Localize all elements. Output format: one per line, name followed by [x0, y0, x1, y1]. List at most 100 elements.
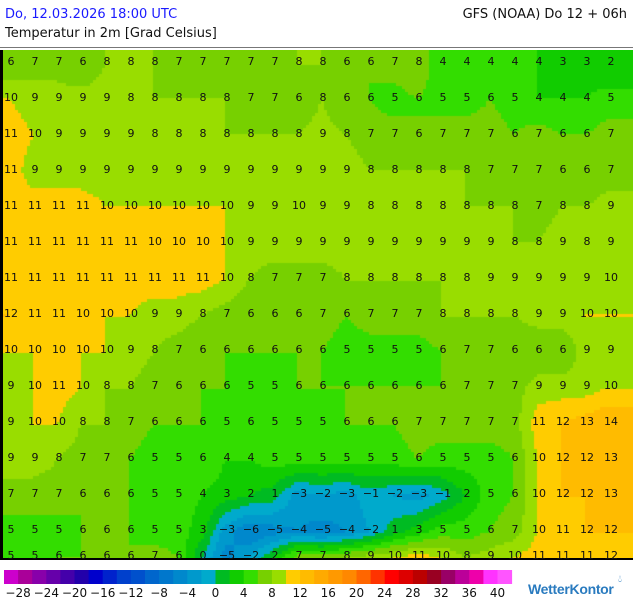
temperature-value: 7 — [464, 415, 471, 428]
temperature-value: 3 — [200, 523, 207, 536]
temperature-value: −5 — [267, 523, 283, 536]
temperature-value: 9 — [296, 235, 303, 248]
temperature-value: 7 — [32, 487, 39, 500]
temperature-value: 7 — [56, 55, 63, 68]
temperature-value: 10 — [28, 127, 42, 140]
temperature-value: 5 — [32, 549, 39, 560]
temperature-value: 6 — [488, 523, 495, 536]
temperature-value: 8 — [344, 127, 351, 140]
temperature-value: 14 — [604, 415, 618, 428]
temperature-value: 8 — [392, 163, 399, 176]
temperature-value: 7 — [128, 415, 135, 428]
temperature-value: 6 — [416, 91, 423, 104]
temperature-value: 8 — [440, 163, 447, 176]
temperature-value: 5 — [320, 415, 327, 428]
temperature-value: 11 — [76, 235, 90, 248]
legend-swatch — [483, 570, 498, 584]
temperature-value: 10 — [124, 199, 138, 212]
temperature-value: 9 — [272, 235, 279, 248]
temperature-value: 7 — [512, 163, 519, 176]
temperature-value: 11 — [556, 549, 570, 560]
temperature-value: 7 — [8, 487, 15, 500]
temperature-value: 3 — [584, 55, 591, 68]
temperature-value: 6 — [176, 379, 183, 392]
temperature-value: 9 — [296, 163, 303, 176]
temperature-value: 10 — [100, 199, 114, 212]
temperature-value: 5 — [32, 523, 39, 536]
legend-swatch — [4, 570, 19, 584]
temperature-value: 8 — [392, 199, 399, 212]
temperature-value: 6 — [560, 163, 567, 176]
temperature-value: 8 — [512, 307, 519, 320]
temperature-value: 8 — [248, 271, 255, 284]
temperature-value: 1 — [392, 523, 399, 536]
temperature-value: 10 — [28, 415, 42, 428]
temperature-value: 5 — [464, 523, 471, 536]
temperature-value: 6 — [200, 343, 207, 356]
temperature-value: 7 — [512, 415, 519, 428]
temperature-value: 6 — [392, 379, 399, 392]
temperature-value: 10 — [28, 343, 42, 356]
temperature-value: 7 — [488, 379, 495, 392]
legend-swatch — [102, 570, 118, 584]
temperature-value: 5 — [416, 343, 423, 356]
temperature-value: 6 — [584, 127, 591, 140]
temperature-value: 7 — [272, 271, 279, 284]
temperature-value: 10 — [124, 307, 138, 320]
temperature-value: 7 — [512, 523, 519, 536]
temperature-value: −2 — [315, 487, 331, 500]
legend-label: 24 — [377, 586, 392, 600]
temperature-value: 8 — [512, 199, 519, 212]
temperature-value: 8 — [320, 91, 327, 104]
temperature-value: 9 — [560, 271, 567, 284]
temperature-value: −3 — [339, 487, 355, 500]
temperature-value: 11 — [148, 271, 162, 284]
temperature-value: 6 — [104, 549, 111, 560]
temperature-value: 8 — [152, 343, 159, 356]
legend-swatch — [300, 570, 315, 584]
legend-label: 20 — [349, 586, 364, 600]
temperature-value: 6 — [80, 487, 87, 500]
temperature-value: 7 — [320, 307, 327, 320]
temperature-value: 5 — [296, 451, 303, 464]
temperature-value: 6 — [248, 415, 255, 428]
temperature-value: 10 — [28, 379, 42, 392]
legend-swatch — [441, 570, 456, 584]
temperature-value: 6 — [512, 127, 519, 140]
temperature-value: 5 — [272, 451, 279, 464]
temperature-value: 6 — [200, 451, 207, 464]
temperature-value: 7 — [608, 127, 615, 140]
temperature-value: 9 — [584, 379, 591, 392]
temperature-value: 7 — [272, 91, 279, 104]
temperature-value: 6 — [80, 549, 87, 560]
temperature-map: 6 7 7 6 8 8 8 7 7 7 7 7 8 8 6 6 7 8 4 4 4 4 4 3 3 2 10 9 9 9 9 8 8 8 8 8 7 7 6… — [0, 50, 633, 560]
temperature-value: 8 — [464, 199, 471, 212]
temperature-value: 10 — [76, 379, 90, 392]
temperature-value: 7 — [176, 55, 183, 68]
temperature-value: 11 — [100, 271, 114, 284]
legend-swatch — [469, 570, 484, 584]
temperature-value: 9 — [536, 307, 543, 320]
temperature-value: 6 — [296, 307, 303, 320]
temperature-value: 11 — [556, 523, 570, 536]
temperature-value: 3 — [560, 55, 567, 68]
temperature-value: 9 — [320, 163, 327, 176]
parameter-title: Temperatur in 2m [Grad Celsius] — [5, 26, 217, 41]
temperature-value: 10 — [52, 343, 66, 356]
legend-swatch — [130, 570, 146, 584]
temperature-value: 12 — [556, 487, 570, 500]
temperature-value: 9 — [32, 163, 39, 176]
temperature-value: 11 — [76, 271, 90, 284]
temperature-value: 10 — [196, 199, 210, 212]
temperature-value: 10 — [148, 199, 162, 212]
temperature-value: 6 — [368, 55, 375, 68]
temperature-value: 9 — [344, 235, 351, 248]
temperature-value: 8 — [152, 55, 159, 68]
legend-swatch — [173, 570, 188, 584]
temperature-value: 5 — [440, 91, 447, 104]
temperature-value: 8 — [368, 163, 375, 176]
temperature-value: 11 — [52, 271, 66, 284]
temperature-value: 9 — [440, 235, 447, 248]
legend-label: 4 — [240, 586, 248, 600]
legend-swatch — [370, 570, 386, 584]
